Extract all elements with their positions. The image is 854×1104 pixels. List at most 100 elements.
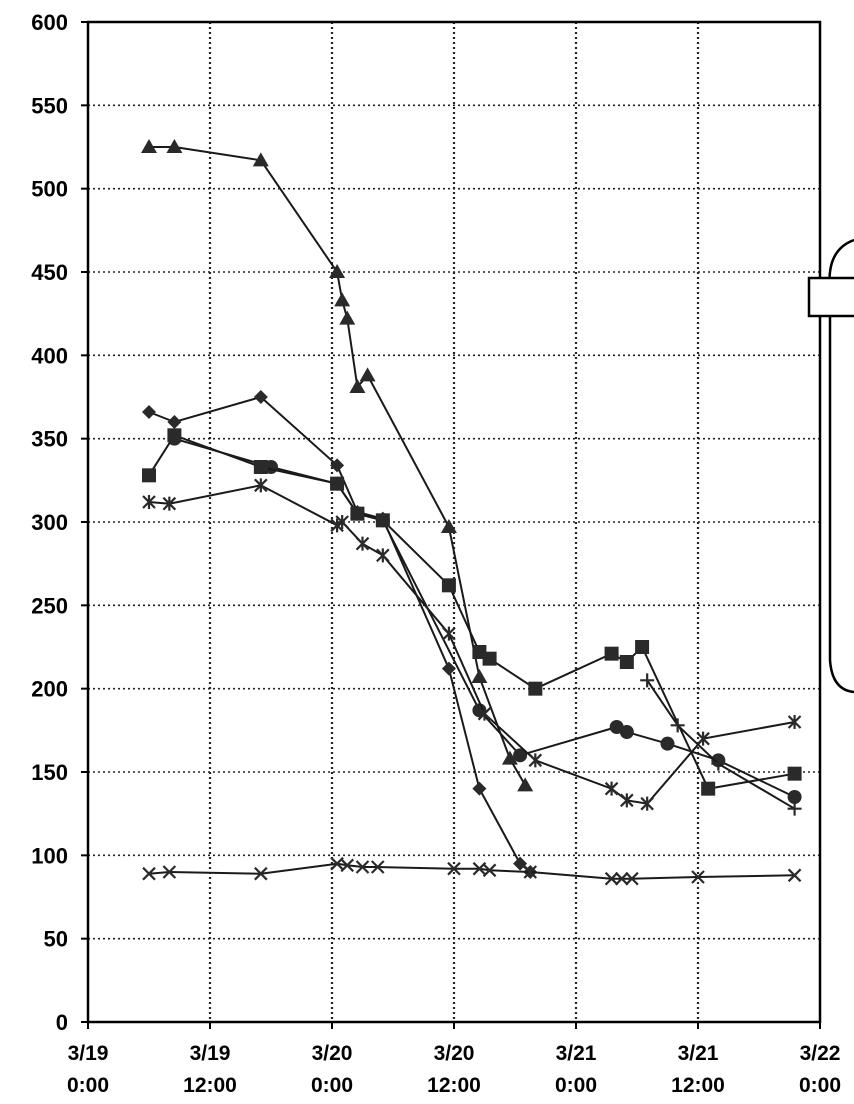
data-point-square [375, 513, 390, 528]
x-tick-label-time: 0:00 [311, 1074, 353, 1097]
x-tick-label-date: 3/20 [434, 1042, 475, 1065]
data-point-diamond [441, 661, 456, 676]
y-tick-label: 400 [31, 343, 68, 368]
data-point-triangle [517, 777, 534, 792]
data-point-x [142, 866, 156, 881]
data-point-triangle [349, 379, 366, 393]
data-point-diamond [253, 390, 268, 404]
x-tick-label-date: 3/19 [190, 1042, 231, 1065]
data-point-x [254, 866, 268, 881]
y-tick-label: 0 [56, 1010, 68, 1035]
data-point-x [355, 860, 370, 874]
data-point-cross [787, 715, 802, 729]
y-tick-label: 100 [31, 843, 68, 868]
series-square [142, 428, 802, 796]
data-point-circle [619, 725, 634, 739]
data-point-square [482, 651, 497, 666]
y-tick-label: 350 [31, 427, 68, 452]
data-point-triangle [339, 310, 356, 325]
data-point-diamond [472, 781, 487, 796]
x-tick-label-time: 0:00 [67, 1074, 109, 1097]
data-point-cross [620, 793, 634, 808]
y-tick-label: 450 [31, 260, 68, 285]
data-point-plus [711, 756, 726, 771]
data-point-x [162, 865, 177, 879]
data-point-x [787, 868, 802, 883]
y-tick-label: 200 [31, 677, 68, 702]
data-point-square [619, 655, 634, 669]
data-point-cross [442, 626, 456, 641]
data-point-circle [787, 790, 802, 804]
data-point-square [142, 468, 156, 483]
series-x [142, 856, 802, 886]
x-tick-label-time: 12:00 [427, 1074, 481, 1097]
series-triangle [141, 139, 534, 792]
x-tick-label-date: 3/21 [556, 1042, 597, 1065]
y-tick-label: 550 [31, 93, 68, 118]
data-point-square [253, 460, 268, 474]
data-point-circle [513, 748, 528, 763]
data-point-diamond [142, 405, 156, 419]
data-point-x [523, 865, 538, 879]
data-point-cross [335, 515, 349, 529]
data-point-square [350, 506, 365, 521]
data-point-cross [477, 706, 492, 721]
data-point-square [528, 681, 543, 696]
x-tick-label-date: 3/22 [800, 1042, 841, 1065]
data-point-square [635, 640, 650, 654]
data-point-cross [142, 495, 156, 509]
data-point-circle [660, 736, 675, 751]
x-axis: 3/19 0:00 3/19 12:00 3/20 0:00 3/20 12:00 3/21 0:… [67, 1022, 841, 1097]
data-point-square [167, 428, 182, 443]
data-point-diamond [513, 856, 528, 871]
y-tick-label: 250 [31, 593, 68, 618]
data-point-triangle [252, 152, 269, 167]
data-point-x [370, 860, 385, 874]
data-point-square [330, 476, 345, 491]
data-point-cross [254, 478, 268, 493]
data-point-cross [355, 536, 370, 551]
data-point-cross [528, 753, 543, 768]
data-point-triangle [359, 367, 376, 382]
data-point-triangle [440, 519, 457, 533]
y-axis: 0 50 100 150 200 250 300 350 400 450 500 550 600 [31, 10, 88, 1035]
y-tick-label: 150 [31, 760, 68, 785]
y-tick-label: 50 [44, 927, 68, 952]
series-cross [142, 478, 802, 811]
series-line [148, 395, 531, 873]
data-point-cross [696, 731, 710, 746]
data-point-plus [640, 673, 655, 688]
data-point-square [701, 781, 716, 796]
x-tick-label-time: 12:00 [183, 1074, 237, 1097]
data-point-x [340, 858, 355, 873]
data-point-x [691, 870, 705, 884]
y-tick-label: 600 [31, 10, 68, 35]
x-tick-label-time: 0:00 [555, 1074, 597, 1097]
data-point-diamond [167, 415, 182, 429]
data-series [141, 139, 802, 886]
legend-box-partial [807, 238, 854, 694]
data-point-square [441, 578, 456, 593]
data-point-x [604, 871, 619, 886]
series-line [148, 862, 795, 880]
data-point-triangle [141, 139, 157, 153]
x-tick-label-time: 0:00 [799, 1074, 841, 1097]
series-plus [640, 673, 802, 816]
x-tick-label-time: 12:00 [671, 1074, 725, 1097]
data-point-square [604, 646, 619, 661]
x-tick-label-date: 3/21 [678, 1042, 719, 1065]
data-point-x [482, 863, 497, 878]
data-point-x [625, 871, 639, 886]
series-line [646, 679, 796, 810]
data-point-triangle [166, 139, 183, 153]
data-point-x [614, 871, 629, 886]
data-point-cross [376, 548, 390, 563]
data-point-plus [787, 801, 802, 816]
data-point-triangle [334, 292, 351, 307]
grid [88, 22, 820, 1022]
x-tick-label-date: 3/19 [68, 1042, 109, 1065]
data-point-cross [162, 496, 177, 511]
data-point-square [787, 766, 802, 781]
data-point-triangle [501, 750, 518, 765]
